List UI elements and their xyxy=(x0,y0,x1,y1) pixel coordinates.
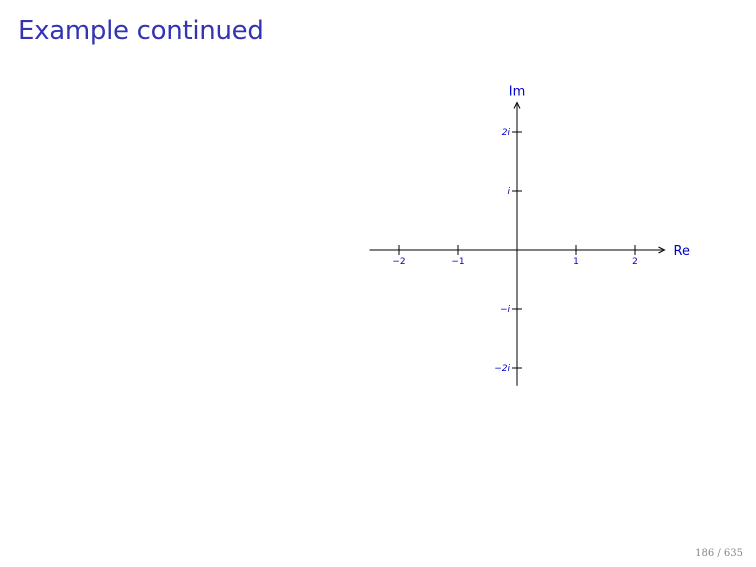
slide-title: Example continued xyxy=(18,16,264,46)
imag-axis-label: Im xyxy=(509,85,526,100)
real-tick-label: 2 xyxy=(632,257,638,267)
imag-axis-arrowhead xyxy=(513,101,521,109)
imag-tick-label: −2i xyxy=(494,364,510,374)
page-number: 186 / 635 xyxy=(695,548,743,559)
imag-tick-label: i xyxy=(507,187,510,197)
real-tick-label: −2 xyxy=(392,257,405,267)
real-axis-label: Re xyxy=(674,244,690,259)
imag-tick-label: 2i xyxy=(502,128,511,138)
real-tick-label: 1 xyxy=(573,257,579,267)
real-axis-arrowhead xyxy=(658,246,666,254)
imag-tick-label: −i xyxy=(500,305,511,315)
real-tick-label: −1 xyxy=(451,257,464,267)
